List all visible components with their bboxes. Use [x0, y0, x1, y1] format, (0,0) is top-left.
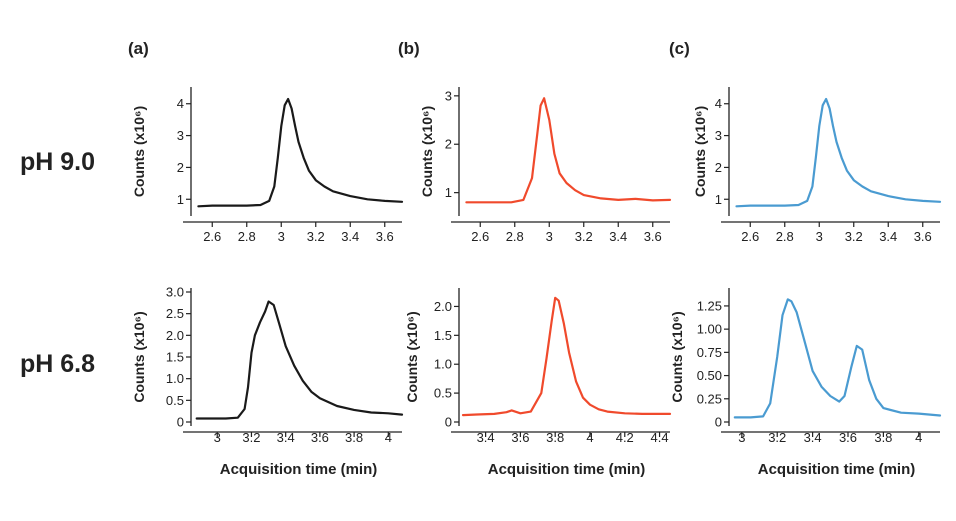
series-line-c-top [735, 97, 942, 208]
row-label-ph68: pH 6.8 [20, 350, 95, 378]
y-tick-label: 1.25 [697, 298, 722, 313]
x-tick-label: 3.6 [914, 229, 932, 244]
x-tick-label: 3.2 [307, 229, 325, 244]
y-axis-label: Counts (x10⁶) [419, 106, 435, 197]
x-tick-label: 3.6 [511, 430, 529, 445]
x-tick-label: 4.4 [651, 430, 669, 445]
y-tick-label: 0 [715, 415, 722, 430]
y-tick-label: 3 [445, 88, 452, 103]
y-tick-label: 3.0 [166, 285, 184, 300]
x-tick-label: 3 [738, 430, 745, 445]
x-tick-label: 3.6 [311, 430, 329, 445]
x-tick-label: 3.6 [644, 229, 662, 244]
x-axis-label: Acquisition time (min) [488, 461, 646, 478]
x-tick-label: 3.2 [768, 430, 786, 445]
x-tick-label: 3.4 [341, 229, 359, 244]
chart-c-top: 1 2 3 4 2.6 2.8 3 3.2 3.4 3.6 Counts (x10⁶) [692, 87, 942, 244]
x-tick-label: 3.4 [879, 229, 897, 244]
series-line-b-bottom [461, 296, 672, 417]
y-tick-label: 2 [177, 160, 184, 175]
x-tick-label: 3.8 [345, 430, 363, 445]
x-tick-label: 3.4 [277, 430, 295, 445]
y-tick-label: 2.0 [166, 328, 184, 343]
y-tick-label: 2 [445, 137, 452, 152]
x-tick-label: 4 [586, 430, 593, 445]
x-tick-label: 2.6 [471, 229, 489, 244]
x-tick-label: 3 [278, 229, 285, 244]
chart-b-top: 1 2 3 2.6 2.8 3 3.2 3.4 3.6 Counts (x10⁶) [419, 87, 672, 244]
series-line-a-top [197, 97, 404, 208]
chart-c-bottom: 0 0.25 0.50 0.75 1.00 1.25 3 3.2 3.4 3.6 3.8 4 Count… [669, 288, 942, 478]
x-tick-label: 3 [546, 229, 553, 244]
charts-group: 1 2 3 4 2.6 2.8 3 3.2 3.4 3.6 Counts (x10⁶) 1 2 3 2.6 2… [131, 87, 942, 478]
y-tick-label: 0.25 [697, 391, 722, 406]
x-axis-label: Acquisition time (min) [758, 461, 916, 478]
chart-a-top: 1 2 3 4 2.6 2.8 3 3.2 3.4 3.6 Counts (x10⁶) [131, 87, 404, 244]
x-tick-label: 3 [214, 430, 221, 445]
series-line-c-bottom [733, 298, 942, 419]
panel-label-a: (a) [128, 39, 149, 58]
y-tick-label: 1.00 [697, 322, 722, 337]
panel-label-b: (b) [398, 39, 420, 58]
y-tick-label: 0 [445, 415, 452, 430]
x-tick-label: 3.2 [242, 430, 260, 445]
y-tick-label: 1 [715, 192, 722, 207]
x-tick-label: 2.6 [741, 229, 759, 244]
x-tick-label: 3 [816, 229, 823, 244]
x-tick-label: 2.8 [506, 229, 524, 244]
x-tick-label: 4 [915, 430, 922, 445]
y-tick-label: 1.0 [434, 357, 452, 372]
x-tick-label: 3.6 [839, 430, 857, 445]
x-tick-label: 3.4 [804, 430, 822, 445]
y-axis-label: Counts (x10⁶) [131, 106, 147, 197]
y-tick-label: 1.0 [166, 371, 184, 386]
y-tick-label: 0.5 [434, 386, 452, 401]
y-axis-label: Counts (x10⁶) [692, 106, 708, 197]
x-axis-label: Acquisition time (min) [220, 461, 378, 478]
x-tick-label: 4.2 [616, 430, 634, 445]
y-tick-label: 1 [445, 185, 452, 200]
x-tick-label: 2.6 [203, 229, 221, 244]
series-line-b-top [465, 97, 672, 204]
y-tick-label: 2 [715, 160, 722, 175]
y-tick-label: 0.5 [166, 393, 184, 408]
x-tick-label: 3.8 [874, 430, 892, 445]
y-tick-label: 3 [177, 128, 184, 143]
y-tick-label: 0.50 [697, 368, 722, 383]
y-axis-label: Counts (x10⁶) [404, 311, 420, 402]
row-label-ph90: pH 9.0 [20, 148, 95, 176]
y-tick-label: 1.5 [166, 350, 184, 365]
y-tick-label: 1 [177, 192, 184, 207]
chart-b-bottom: 0 0.5 1.0 1.5 2.0 3.4 3.6 3.8 4 4.2 4.4 Counts (x10… [404, 288, 672, 478]
x-tick-label: 2.8 [238, 229, 256, 244]
y-axis-label: Counts (x10⁶) [131, 311, 147, 402]
x-tick-label: 3.2 [845, 229, 863, 244]
x-tick-label: 2.8 [776, 229, 794, 244]
y-tick-label: 2.0 [434, 299, 452, 314]
y-tick-label: 2.5 [166, 306, 184, 321]
series-line-a-bottom [195, 300, 404, 420]
y-tick-label: 4 [177, 96, 184, 111]
chart-a-bottom: 0 0.5 1.0 1.5 2.0 2.5 3.0 3 3.2 3.4 3.6 3.8 4 Counts … [131, 285, 404, 478]
x-tick-label: 3.2 [575, 229, 593, 244]
x-tick-label: 3.4 [609, 229, 627, 244]
y-tick-label: 0 [177, 415, 184, 430]
y-axis-label: Counts (x10⁶) [669, 311, 685, 402]
x-tick-label: 4 [385, 430, 392, 445]
y-tick-label: 0.75 [697, 345, 722, 360]
x-tick-label: 3.4 [477, 430, 495, 445]
y-tick-label: 4 [715, 96, 722, 111]
y-tick-label: 1.5 [434, 328, 452, 343]
x-tick-label: 3.8 [546, 430, 564, 445]
y-tick-label: 3 [715, 128, 722, 143]
panel-label-c: (c) [669, 39, 690, 58]
x-tick-label: 3.6 [376, 229, 394, 244]
